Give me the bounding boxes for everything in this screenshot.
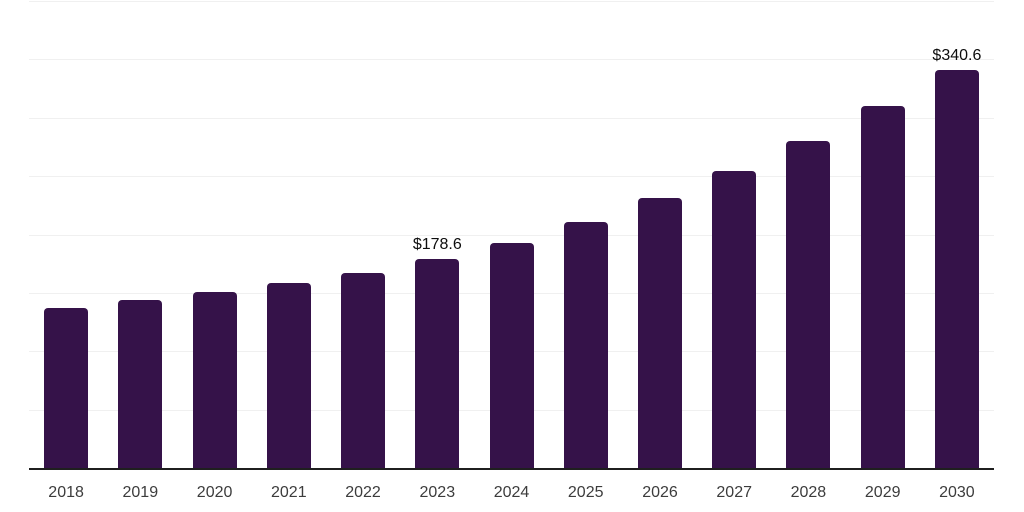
bar-2020: [192, 292, 237, 468]
gridline-350: [29, 59, 994, 60]
x-tick-label-2027: 2027: [716, 484, 752, 501]
bar-2024: [489, 243, 534, 468]
x-tick-label-2024: 2024: [493, 484, 530, 501]
x-tick-label-2028: 2028: [790, 484, 827, 501]
x-tick-label-2025: 2025: [567, 484, 604, 501]
gridline-300: [29, 118, 994, 119]
data-label-2030: $340.6: [932, 47, 982, 64]
x-axis-line: [29, 468, 994, 470]
gridline-200: [29, 235, 994, 236]
bar-2023: [415, 259, 460, 468]
gridline-400: [29, 1, 994, 2]
bar-2018: [44, 308, 89, 468]
bar-2021: [266, 283, 311, 468]
bar-2022: [341, 273, 385, 468]
bar-2029: [860, 106, 905, 468]
x-tick-label-2019: 2019: [122, 484, 159, 501]
x-tick-label-2026: 2026: [642, 484, 678, 501]
gridline-250: [29, 176, 994, 177]
x-tick-label-2030: 2030: [939, 484, 975, 501]
bar-2030: [934, 70, 979, 468]
x-tick-label-2020: 2020: [196, 484, 233, 501]
x-tick-label-2023: 2023: [419, 484, 456, 501]
x-tick-label-2029: 2029: [864, 484, 901, 501]
bar-2025: [563, 222, 608, 468]
bar-2019: [118, 300, 163, 468]
bar-2028: [786, 141, 831, 468]
x-tick-label-2021: 2021: [271, 484, 307, 501]
bar-2026: [638, 198, 682, 468]
bar-2027: [712, 171, 757, 468]
data-label-2023: $178.6: [412, 236, 462, 253]
x-tick-label-2022: 2022: [345, 484, 381, 501]
x-tick-label-2018: 2018: [48, 484, 84, 501]
